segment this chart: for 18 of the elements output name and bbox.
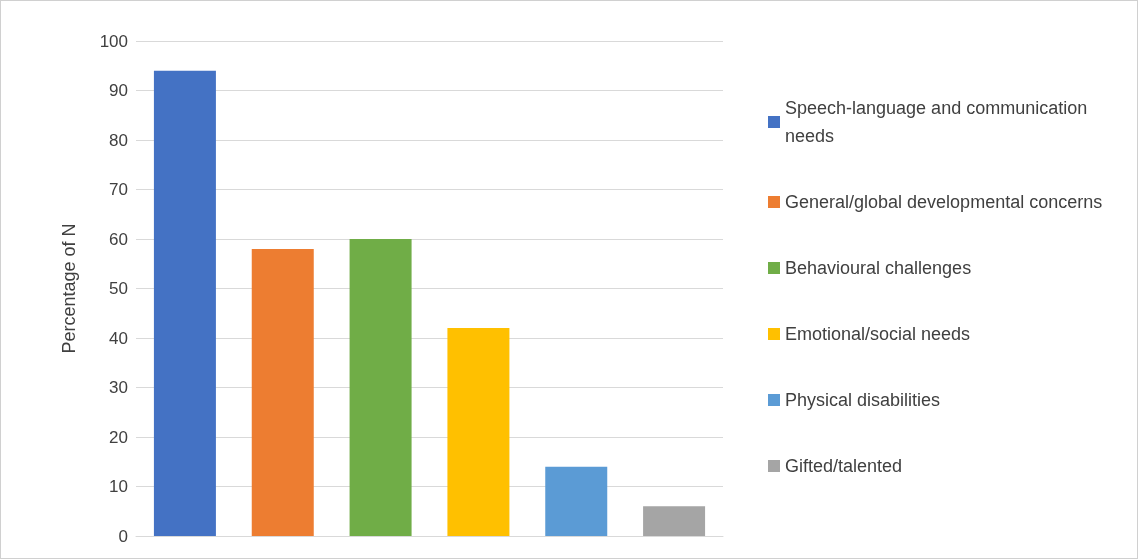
y-tick-label: 100 (99, 31, 128, 51)
legend-label: Behavioural challenges (785, 258, 972, 278)
y-axis-title: Percentage of N (59, 223, 79, 354)
y-tick-label: 10 (109, 477, 128, 496)
y-tick-label: 20 (109, 427, 128, 447)
legend-label: Emotional/social needs (785, 324, 971, 344)
legend-label: Speech-language and communication needs (785, 98, 1093, 146)
legend-label: General/global developmental concerns (785, 192, 1103, 212)
legend-label: Gifted/talented (785, 456, 903, 476)
legend-label: Physical disabilities (785, 390, 941, 410)
y-tick-label: 50 (109, 279, 128, 298)
y-tick-label: 60 (109, 229, 128, 249)
y-tick-label: 80 (109, 130, 128, 150)
y-tick-label: 0 (118, 526, 128, 546)
y-tick-label: 30 (109, 378, 128, 397)
y-tick-label: 70 (109, 180, 128, 199)
y-tick-label: 90 (109, 81, 128, 100)
y-tick-label: 40 (109, 328, 128, 348)
